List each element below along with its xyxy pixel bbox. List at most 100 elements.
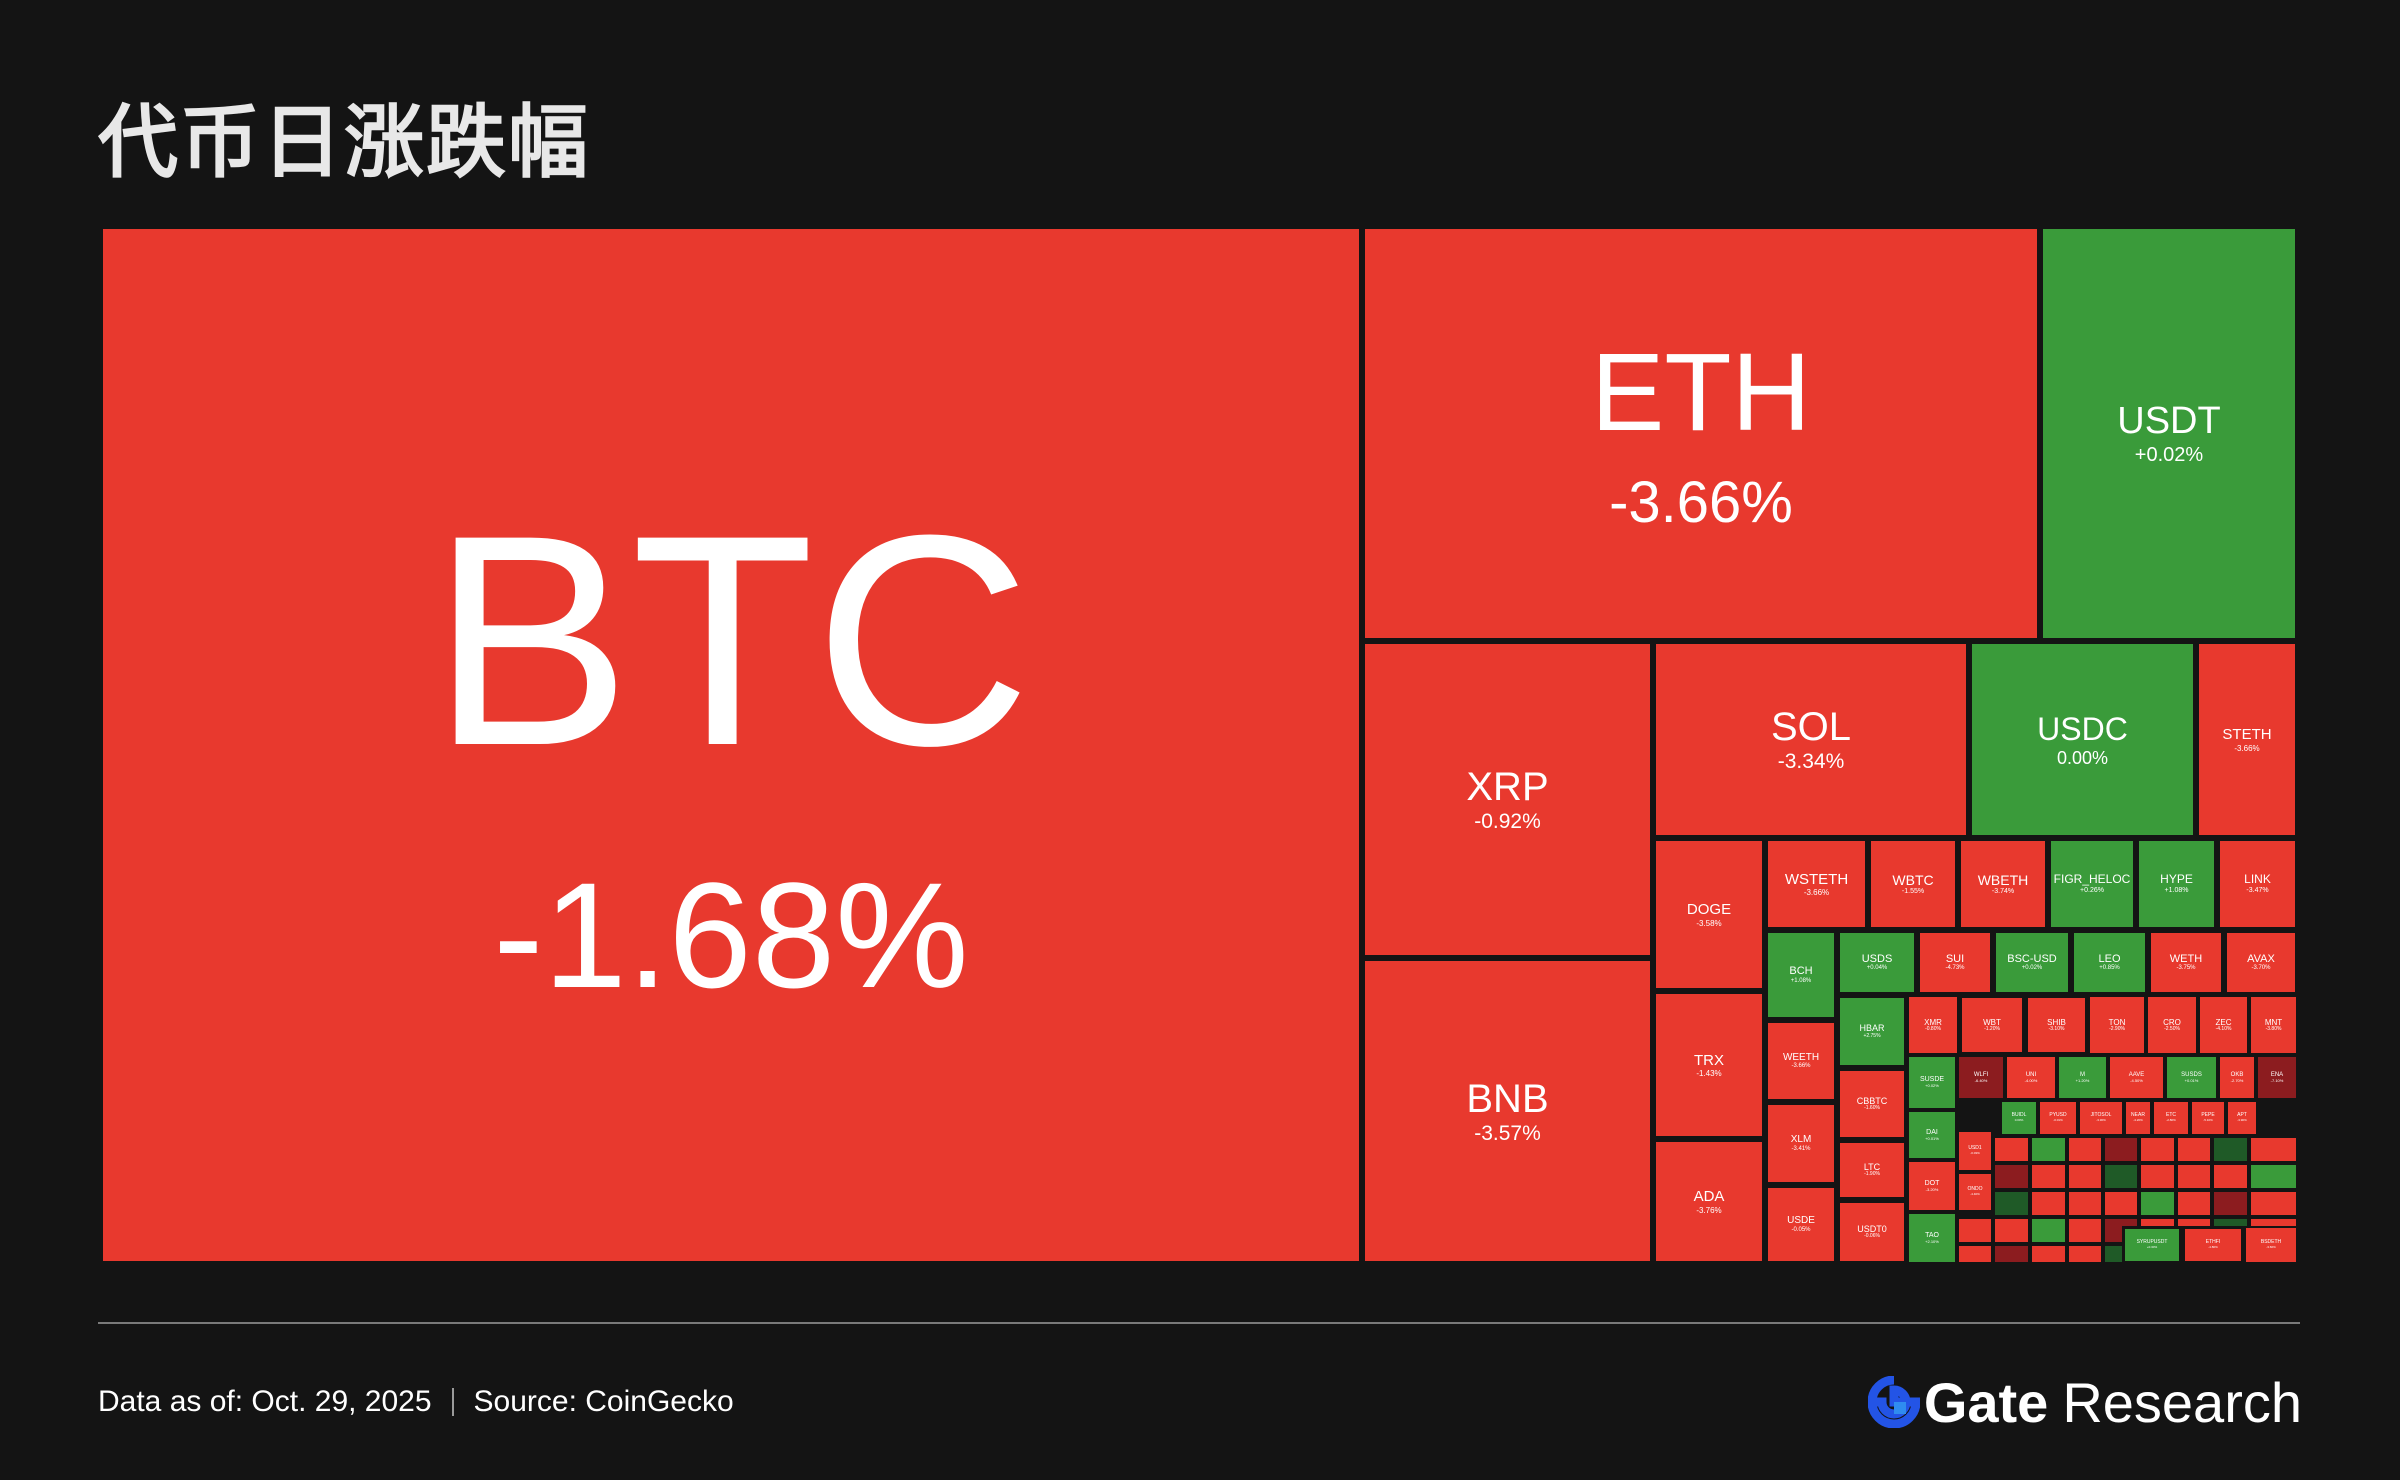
treemap-tile-minor <box>2030 1163 2067 1190</box>
treemap-tile-minor <box>2249 1190 2298 1217</box>
treemap-tile: WBETH -3.74% <box>1958 838 2048 930</box>
tile-change: -3.66% <box>2234 743 2260 753</box>
tile-symbol: XMR <box>1924 1017 1942 1027</box>
tile-change: +0.02% <box>1925 1083 1939 1089</box>
footer: Data as of: Oct. 29, 2025 Source: CoinGec… <box>98 1384 734 1419</box>
gate-logo-icon <box>1867 1376 1920 1428</box>
treemap-tile: DOT -3.20% <box>1907 1160 1957 1212</box>
treemap-tile: USDE -0.05% <box>1765 1185 1837 1264</box>
treemap-tile: XMR -0.80% <box>1907 995 1959 1055</box>
tile-change: -3.20% <box>1925 1186 1939 1192</box>
treemap-tile-minor <box>2030 1190 2067 1217</box>
treemap-tile: AVAX -3.70% <box>2224 930 2298 995</box>
tile-symbol: BNB <box>1466 1076 1549 1121</box>
treemap-tile-minor <box>2067 1217 2103 1244</box>
treemap-tile: USDT0 -0.06% <box>1837 1200 1907 1264</box>
tile-symbol: WETH <box>2169 952 2203 965</box>
treemap-tile-minor <box>2176 1190 2212 1217</box>
treemap-tile: ETC -2.80% <box>2152 1100 2190 1136</box>
treemap-tile: SOL -3.34% <box>1653 641 1969 838</box>
tile-change: -4.00% <box>2024 1077 2038 1083</box>
tile-change: -4.80% <box>2208 1245 2218 1250</box>
tile-symbol: USDC <box>2037 710 2128 747</box>
tile-change: -3.90% <box>2237 1118 2247 1123</box>
tile-symbol: PEPE <box>2201 1112 2215 1119</box>
tile-symbol: BCH <box>1789 965 1813 978</box>
treemap-tile: USDC 0.00% <box>1969 641 2196 838</box>
tile-change: +0.04% <box>1866 965 1888 972</box>
treemap-tile: HBAR +2.75% <box>1837 995 1907 1068</box>
tile-symbol: USDE <box>1787 1215 1815 1227</box>
treemap-tile-minor <box>1993 1136 2030 1163</box>
tile-change: -5.10% <box>2203 1118 2213 1123</box>
treemap-tile: BNB -3.57% <box>1362 958 1653 1264</box>
tile-symbol: XLM <box>1790 1134 1812 1146</box>
tile-symbol: SHIB <box>2047 1017 2066 1027</box>
treemap-tile: BTC -1.68% <box>100 226 1362 1264</box>
tile-symbol: ONDO <box>1967 1186 1983 1193</box>
treemap-tile: XRP -0.92% <box>1362 641 1653 958</box>
treemap-tile-minor <box>2030 1217 2067 1244</box>
treemap-tile: SUSDS +0.01% <box>2165 1055 2218 1100</box>
treemap-chart: BTC -1.68% ETH -3.66% USDT +0.02% XRP -0.92% BNB… <box>100 226 2298 1264</box>
tile-change: +0.02% <box>2134 443 2204 466</box>
treemap-tile: BSC-USD +0.02% <box>1993 930 2071 995</box>
tile-change: -0.05% <box>1791 1226 1811 1233</box>
tile-change: -3.66% <box>2266 1245 2276 1250</box>
treemap-tile: MNT -3.80% <box>2249 995 2298 1055</box>
treemap-tile: USDS +0.04% <box>1837 930 1917 995</box>
tile-change: -4.20% <box>2133 1118 2143 1123</box>
tile-symbol: FIGR_HELOC <box>2053 872 2131 887</box>
tile-change: -3.41% <box>1791 1145 1811 1152</box>
treemap-tile-minor <box>2067 1190 2103 1217</box>
tile-symbol: WBT <box>1983 1017 2001 1027</box>
treemap-tile: CBBTC -1.60% <box>1837 1068 1907 1140</box>
tile-change: -3.66% <box>1803 888 1830 898</box>
treemap-tile: BSDETH -3.66% <box>2244 1226 2298 1264</box>
tile-symbol: SUSDE <box>1919 1076 1945 1084</box>
treemap-tile: WETH -3.75% <box>2148 930 2224 995</box>
tile-change: -3.10% <box>2048 1025 2065 1032</box>
treemap-tile: ONDO -4.40% <box>1957 1172 1993 1212</box>
tile-change: -1.55% <box>1901 888 1925 896</box>
tile-symbol: SUI <box>1945 952 1965 965</box>
treemap-tile: BUIDL 0.00% <box>2000 1100 2038 1136</box>
tile-change: +1.20% <box>2075 1077 2090 1083</box>
tile-symbol: SYRUPUSDT <box>2136 1239 2168 1246</box>
tile-change: -1.60% <box>1864 1105 1880 1112</box>
treemap-tile: BCH +1.08% <box>1765 930 1837 1020</box>
tile-symbol: LINK <box>2244 872 2271 887</box>
treemap-tile: TAO +2.10% <box>1907 1212 1957 1264</box>
treemap-tile: UNI -4.00% <box>2005 1055 2057 1100</box>
treemap-tile: WSTETH -3.66% <box>1765 838 1868 930</box>
tile-symbol: UNI <box>2025 1071 2037 1078</box>
treemap-tile-minor <box>2212 1163 2249 1190</box>
tile-change: -3.34% <box>1777 750 1845 774</box>
tile-symbol: WLFI <box>1973 1071 1989 1078</box>
tile-change: -1.68% <box>493 851 969 1020</box>
treemap-tile-minor <box>2249 1136 2298 1163</box>
footer-divider <box>98 1322 2300 1324</box>
tile-symbol: WSTETH <box>1784 870 1849 888</box>
tile-symbol: STETH <box>2222 726 2272 744</box>
tile-symbol: AAVE <box>2128 1071 2145 1078</box>
treemap-tile-minor <box>2103 1190 2139 1217</box>
tile-change: -0.01% <box>2053 1118 2063 1123</box>
treemap-tile-minor <box>1993 1190 2030 1217</box>
tile-symbol: BSC-USD <box>2007 952 2057 965</box>
tile-symbol: XRP <box>1466 765 1549 810</box>
tile-change: +0.02% <box>2021 965 2043 972</box>
treemap-tile-minor <box>2139 1136 2176 1163</box>
treemap-tile: ENA -7.10% <box>2256 1055 2298 1100</box>
tile-change: -4.10% <box>2215 1025 2232 1032</box>
tile-change: +0.85% <box>2099 965 2120 972</box>
tile-symbol: USDT <box>2117 400 2221 443</box>
tile-change: -7.10% <box>2270 1077 2284 1083</box>
tile-symbol: BTC <box>431 472 1031 809</box>
treemap-tile: DAI +0.01% <box>1907 1110 1957 1160</box>
tile-change: -3.76% <box>1696 1205 1722 1215</box>
tile-symbol: TAO <box>1925 1231 1939 1239</box>
treemap-tile: LEO +0.85% <box>2071 930 2148 995</box>
tile-change: -3.58% <box>1696 918 1722 928</box>
tile-change: -0.06% <box>1864 1233 1880 1240</box>
